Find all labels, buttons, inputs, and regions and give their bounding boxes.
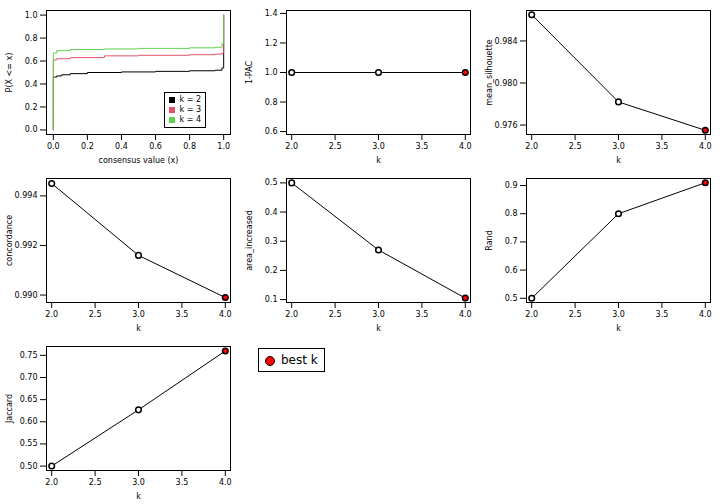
svg-text:2.0: 2.0 [45, 310, 58, 319]
svg-text:1.0: 1.0 [217, 142, 230, 151]
svg-text:k: k [136, 492, 141, 501]
svg-text:0.2: 0.2 [81, 142, 94, 151]
svg-text:0.6: 0.6 [25, 57, 38, 66]
svg-text:3.5: 3.5 [656, 310, 669, 319]
svg-text:2.5: 2.5 [329, 310, 342, 319]
svg-text:2.0: 2.0 [285, 310, 298, 319]
svg-text:0.65: 0.65 [20, 395, 38, 404]
svg-text:0.9: 0.9 [505, 181, 518, 190]
svg-text:0.4: 0.4 [115, 142, 128, 151]
svg-text:2.0: 2.0 [525, 310, 538, 319]
svg-text:0.8: 0.8 [265, 98, 278, 107]
html-text:k = 3: k = 3 [179, 105, 201, 114]
svg-text:3.5: 3.5 [656, 142, 669, 151]
svg-text:0.60: 0.60 [20, 417, 38, 426]
svg-text:0.6: 0.6 [265, 127, 278, 136]
svg-text:0.75: 0.75 [20, 351, 38, 360]
svg-text:0.0: 0.0 [25, 125, 38, 134]
svg-text:1.0: 1.0 [25, 11, 38, 20]
svg-text:k: k [376, 324, 381, 333]
svg-text:0.55: 0.55 [20, 439, 38, 448]
svg-text:2.0: 2.0 [45, 478, 58, 487]
svg-text:0.984: 0.984 [495, 37, 518, 46]
svg-text:0.8: 0.8 [183, 142, 196, 151]
svg-text:0.5: 0.5 [505, 294, 518, 303]
svg-text:area_increased: area_increased [245, 210, 254, 271]
svg-text:3.5: 3.5 [416, 310, 429, 319]
svg-text:0.4: 0.4 [25, 80, 38, 89]
svg-text:3.0: 3.0 [372, 142, 385, 151]
svg-text:0.7: 0.7 [505, 237, 518, 246]
svg-text:k: k [136, 324, 141, 333]
svg-text:4.0: 4.0 [459, 142, 472, 151]
svg-text:k: k [616, 324, 621, 333]
svg-text:k: k [616, 156, 621, 165]
html-text:k = 4: k = 4 [179, 115, 201, 124]
svg-text:0.6: 0.6 [505, 266, 518, 275]
svg-text:0.70: 0.70 [20, 373, 38, 382]
svg-text:3.5: 3.5 [416, 142, 429, 151]
svg-text:2.5: 2.5 [89, 310, 102, 319]
svg-text:3.5: 3.5 [176, 478, 189, 487]
svg-text:0.976: 0.976 [495, 121, 518, 130]
svg-text:1-PAC: 1-PAC [245, 60, 254, 84]
svg-text:3.0: 3.0 [372, 310, 385, 319]
svg-text:Jaccard: Jaccard [5, 394, 14, 424]
svg-text:P(X <= x): P(X <= x) [5, 53, 14, 93]
svg-text:0.5: 0.5 [265, 178, 278, 187]
svg-text:0.0: 0.0 [47, 142, 60, 151]
svg-text:4.0: 4.0 [459, 310, 472, 319]
svg-text:3.0: 3.0 [612, 142, 625, 151]
html-text:best k: best k [281, 353, 318, 367]
svg-text:0.2: 0.2 [25, 103, 38, 112]
svg-text:2.5: 2.5 [569, 142, 582, 151]
svg-text:consensus value (x): consensus value (x) [99, 156, 179, 165]
svg-text:4.0: 4.0 [699, 142, 712, 151]
svg-text:0.8: 0.8 [505, 209, 518, 218]
svg-text:2.5: 2.5 [569, 310, 582, 319]
svg-text:4.0: 4.0 [219, 478, 232, 487]
svg-text:0.990: 0.990 [15, 291, 38, 300]
svg-text:3.0: 3.0 [612, 310, 625, 319]
svg-text:1.4: 1.4 [265, 9, 278, 18]
svg-text:0.980: 0.980 [495, 79, 518, 88]
svg-text:k: k [376, 156, 381, 165]
svg-text:0.1: 0.1 [265, 295, 278, 304]
svg-text:2.5: 2.5 [89, 478, 102, 487]
svg-text:1.0: 1.0 [265, 68, 278, 77]
svg-text:0.50: 0.50 [20, 462, 38, 471]
svg-text:2.0: 2.0 [285, 142, 298, 151]
svg-text:mean_silhouette: mean_silhouette [485, 39, 494, 106]
svg-text:concordance: concordance [5, 215, 14, 266]
svg-text:0.3: 0.3 [265, 237, 278, 246]
svg-text:0.992: 0.992 [15, 241, 38, 250]
svg-text:2.0: 2.0 [525, 142, 538, 151]
svg-text:3.0: 3.0 [132, 310, 145, 319]
svg-text:3.0: 3.0 [132, 478, 145, 487]
svg-text:4.0: 4.0 [699, 310, 712, 319]
svg-text:0.994: 0.994 [15, 191, 38, 200]
html-text:k = 2: k = 2 [179, 95, 201, 104]
svg-text:1.2: 1.2 [265, 39, 278, 48]
svg-text:4.0: 4.0 [219, 310, 232, 319]
svg-text:Rand: Rand [485, 230, 494, 250]
svg-text:0.2: 0.2 [265, 266, 278, 275]
svg-text:0.8: 0.8 [25, 34, 38, 43]
svg-text:0.6: 0.6 [149, 142, 162, 151]
svg-text:2.5: 2.5 [329, 142, 342, 151]
svg-text:3.5: 3.5 [176, 310, 189, 319]
svg-text:0.4: 0.4 [265, 208, 278, 217]
